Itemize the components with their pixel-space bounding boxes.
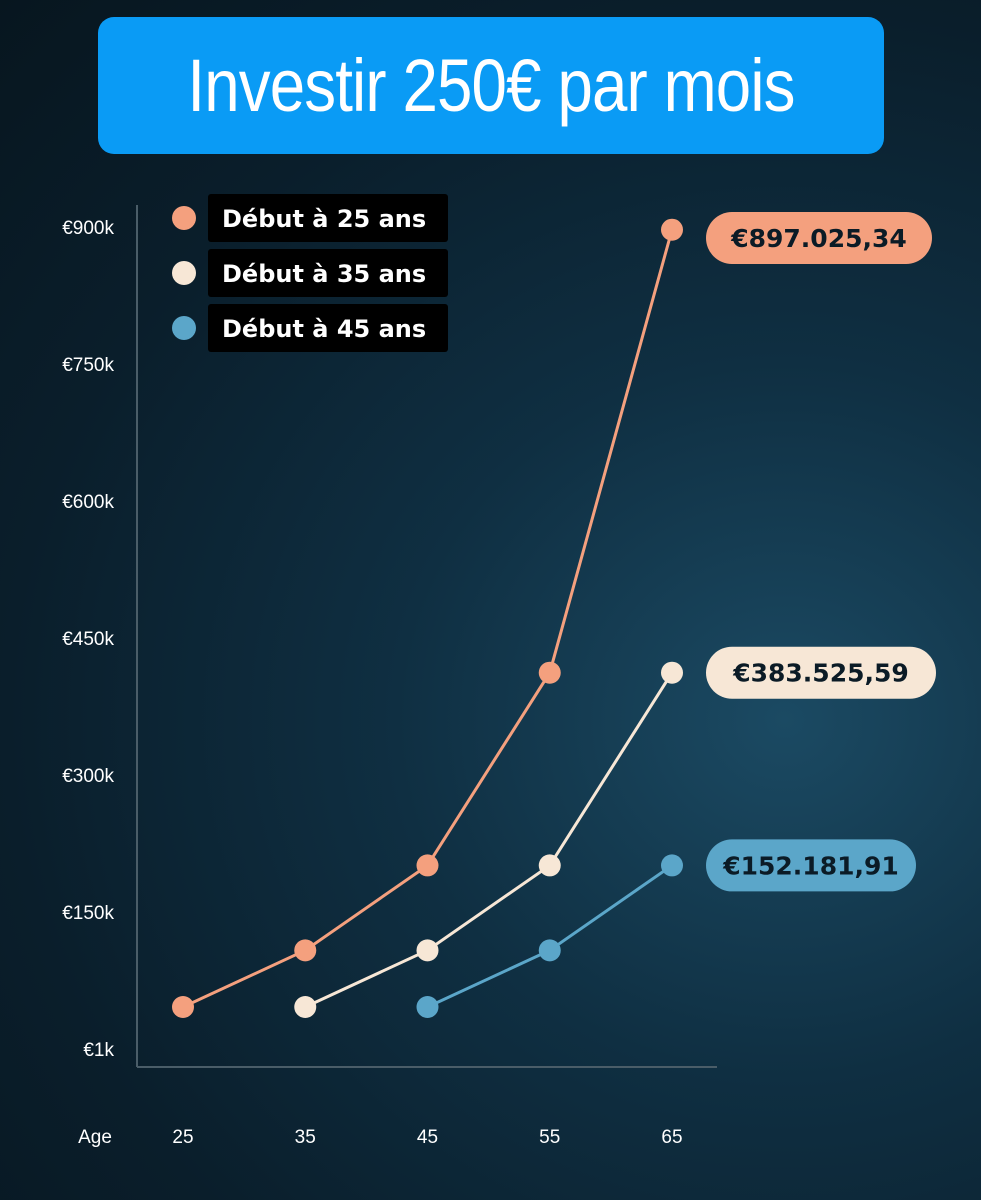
title-banner: Investir 250€ par mois xyxy=(98,17,884,154)
end-value-pill xyxy=(706,212,932,264)
data-point xyxy=(538,661,561,684)
data-point xyxy=(294,939,317,962)
data-point xyxy=(538,939,561,962)
end-value-pill xyxy=(706,839,916,892)
x-axis-label: Age xyxy=(78,1127,112,1148)
data-point xyxy=(661,854,683,877)
legend-label-bg xyxy=(208,194,448,242)
legend-label: Début à 25 ans xyxy=(222,205,426,233)
y-tick-label: €1k xyxy=(83,1040,114,1061)
data-point xyxy=(661,218,683,241)
end-value-label: €152.181,91 xyxy=(722,851,899,880)
y-tick-label: €750k xyxy=(62,355,114,376)
y-tick-label: €450k xyxy=(62,629,114,650)
y-tick-label: €300k xyxy=(62,766,114,787)
data-point xyxy=(416,854,439,877)
x-tick-label: 55 xyxy=(539,1127,560,1148)
legend-marker xyxy=(172,316,196,340)
end-value-label: €383.525,59 xyxy=(732,659,909,688)
legend-label-bg xyxy=(208,304,448,352)
legend-label: Début à 45 ans xyxy=(222,315,426,343)
legend-label-bg xyxy=(208,249,448,297)
y-tick-label: €150k xyxy=(62,903,114,924)
data-point xyxy=(172,995,194,1018)
legend-label: Début à 35 ans xyxy=(222,260,426,288)
series-line xyxy=(426,864,673,1009)
series-line xyxy=(304,671,674,1009)
data-point xyxy=(661,661,683,684)
x-tick-label: 65 xyxy=(661,1127,682,1148)
x-tick-label: 35 xyxy=(295,1127,316,1148)
y-tick-label: €900k xyxy=(62,218,114,239)
end-value-label: €897.025,34 xyxy=(730,224,907,253)
data-point xyxy=(416,995,439,1018)
data-point xyxy=(416,939,439,962)
y-tick-label: €600k xyxy=(62,492,114,513)
end-value-pill xyxy=(706,646,936,699)
legend-marker xyxy=(172,261,196,285)
data-point xyxy=(538,854,561,877)
x-tick-label: 25 xyxy=(172,1127,193,1148)
legend-marker xyxy=(172,206,196,230)
chart-title: Investir 250€ par mois xyxy=(187,44,795,127)
data-point xyxy=(294,995,317,1018)
x-tick-label: 45 xyxy=(417,1127,438,1148)
